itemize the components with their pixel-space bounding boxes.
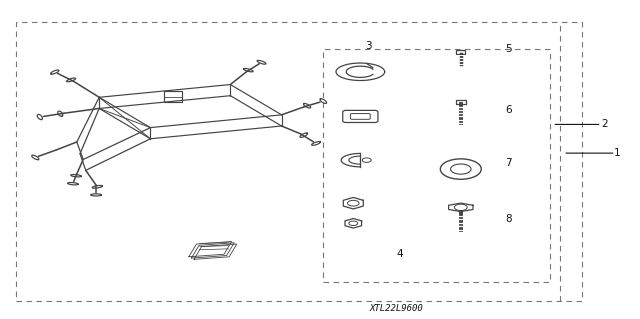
Text: 5: 5 [506,44,512,55]
Text: XTL22L9600: XTL22L9600 [370,304,424,313]
Bar [323,49,550,282]
Text: 8: 8 [506,213,512,224]
Text: 4: 4 [397,249,403,259]
Text: 7: 7 [506,158,512,168]
Text: 6: 6 [506,105,512,115]
Bar [16,22,582,301]
Text: 3: 3 [365,41,371,51]
Text: 2: 2 [602,119,608,130]
Text: 1: 1 [614,148,621,158]
